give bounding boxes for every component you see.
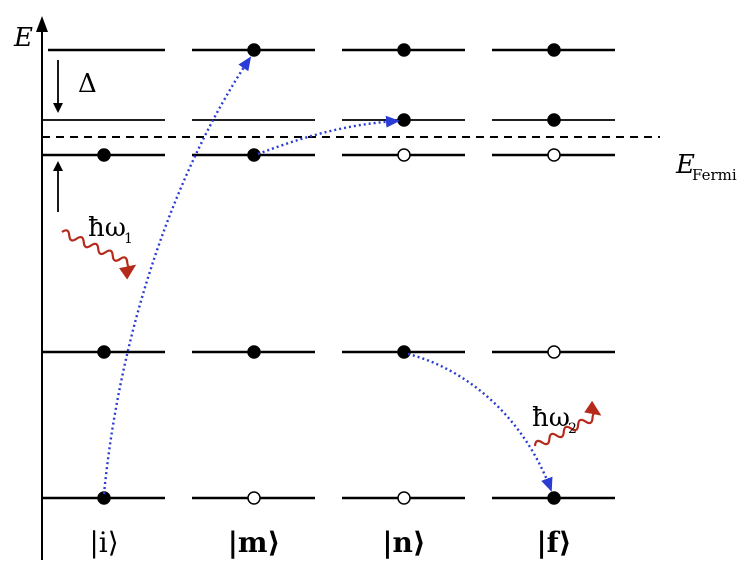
energy-axis-arrowhead [36, 16, 48, 32]
electron-m-core [247, 345, 261, 359]
outgoing-photon-label: ħω [532, 403, 570, 433]
fermi-label-subscript: Fermi [692, 166, 737, 184]
electron-i-core [97, 148, 111, 162]
electron-n-mid [397, 113, 411, 127]
column-m-levels [192, 48, 315, 500]
electrons [97, 43, 561, 505]
transition-core-to-deep-core [407, 352, 553, 492]
incoming-photon-subscript: 1 [124, 231, 133, 247]
outgoing-photon-wave [533, 400, 602, 447]
hole-f-lower [547, 148, 561, 162]
outgoing-photon-subscript: 2 [568, 421, 577, 437]
incoming-photon-wave [61, 229, 137, 280]
electron-f-mid [547, 113, 561, 127]
state-label-i: |i⟩ [89, 526, 118, 559]
electron-m-lower [247, 148, 261, 162]
hole-m-deep [247, 491, 261, 505]
hole-n-deep [397, 491, 411, 505]
electron-i-core2 [97, 345, 111, 359]
electron-f-upper [547, 43, 561, 57]
hole-f-core [547, 345, 561, 359]
state-label-m: |m⟩ [228, 526, 281, 559]
column-i-levels [42, 48, 165, 500]
electron-n-upper [397, 43, 411, 57]
energy-axis-label: E [13, 23, 33, 53]
incoming-photon-label: ħω [88, 213, 126, 243]
transition-lower-to-mid [257, 115, 400, 156]
electron-m-upper [247, 43, 261, 57]
state-label-n: |n⟩ [382, 526, 425, 559]
hole-n-lower [397, 148, 411, 162]
state-label-f: |f⟩ [536, 526, 571, 559]
gap-label: Δ [78, 69, 97, 99]
fermi-label: E [675, 150, 695, 180]
transition-deep-core-to-upper [102, 56, 252, 495]
electron-f-deep [547, 491, 561, 505]
electron-n-core [397, 345, 411, 359]
